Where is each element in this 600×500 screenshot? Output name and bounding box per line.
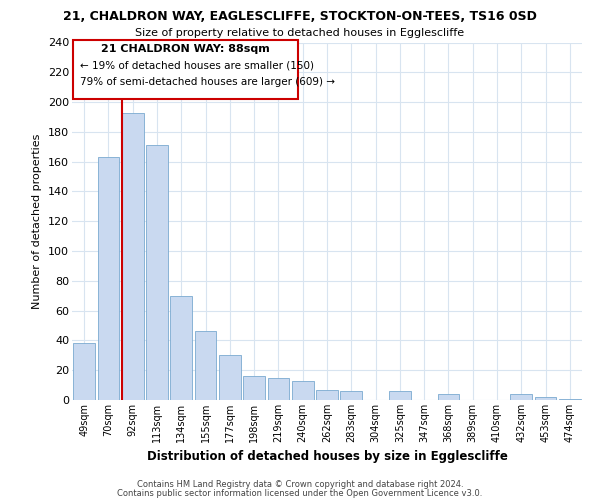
Bar xyxy=(511,394,532,400)
Bar xyxy=(316,390,338,400)
Bar xyxy=(535,397,556,400)
X-axis label: Distribution of detached houses by size in Egglescliffe: Distribution of detached houses by size … xyxy=(146,450,508,464)
Text: 79% of semi-detached houses are larger (609) →: 79% of semi-detached houses are larger (… xyxy=(80,77,335,87)
FancyBboxPatch shape xyxy=(73,40,298,99)
Bar xyxy=(122,112,143,400)
Text: Size of property relative to detached houses in Egglescliffe: Size of property relative to detached ho… xyxy=(136,28,464,38)
Bar xyxy=(340,391,362,400)
Y-axis label: Number of detached properties: Number of detached properties xyxy=(32,134,43,309)
Bar xyxy=(437,394,460,400)
Text: 21, CHALDRON WAY, EAGLESCLIFFE, STOCKTON-ON-TEES, TS16 0SD: 21, CHALDRON WAY, EAGLESCLIFFE, STOCKTON… xyxy=(63,10,537,23)
Text: ← 19% of detached houses are smaller (150): ← 19% of detached houses are smaller (15… xyxy=(80,60,314,70)
Bar xyxy=(243,376,265,400)
Bar xyxy=(292,380,314,400)
Bar xyxy=(73,344,95,400)
Text: Contains public sector information licensed under the Open Government Licence v3: Contains public sector information licen… xyxy=(118,488,482,498)
Bar xyxy=(194,332,217,400)
Bar xyxy=(268,378,289,400)
Bar xyxy=(389,391,411,400)
Bar xyxy=(170,296,192,400)
Bar xyxy=(559,398,581,400)
Text: 21 CHALDRON WAY: 88sqm: 21 CHALDRON WAY: 88sqm xyxy=(101,44,270,54)
Bar xyxy=(97,157,119,400)
Bar xyxy=(219,356,241,400)
Bar xyxy=(146,146,168,400)
Text: Contains HM Land Registry data © Crown copyright and database right 2024.: Contains HM Land Registry data © Crown c… xyxy=(137,480,463,489)
